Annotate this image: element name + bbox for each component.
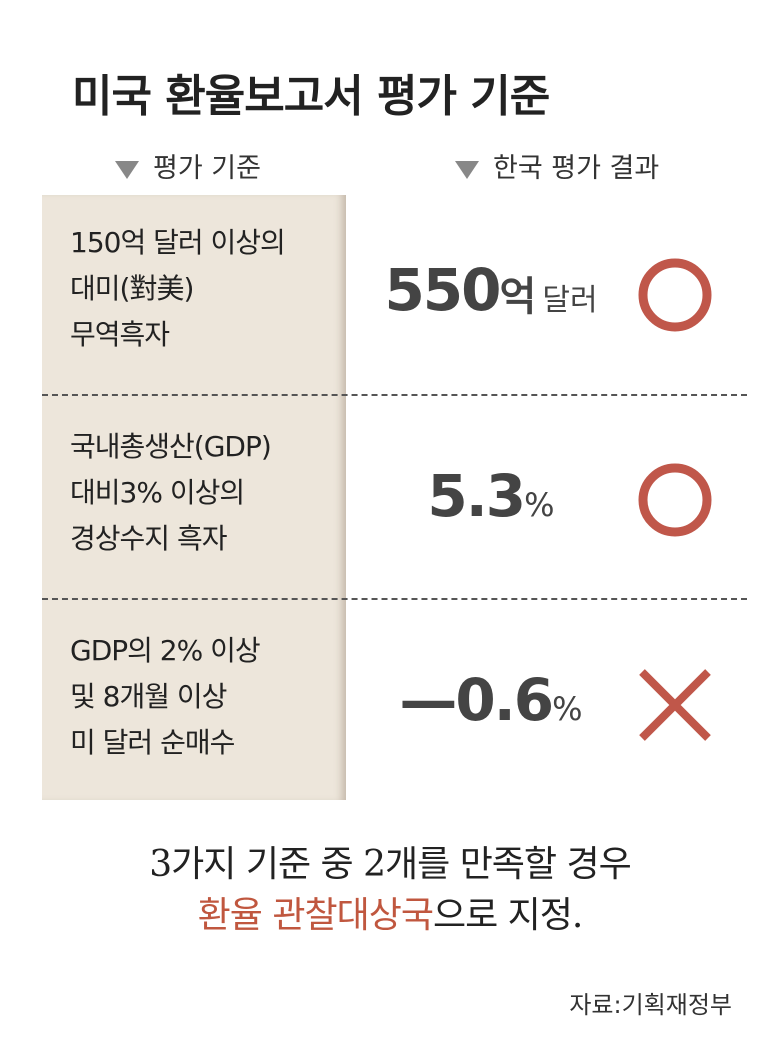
criterion-line: 대미(對美) <box>70 272 194 305</box>
criterion-line: 150억 달러 이상의 <box>70 226 286 259</box>
footer-line: 3가지 기준 중 2개를 만족할 경우 <box>149 844 631 885</box>
criterion-line: 국내총생산(GDP) <box>70 430 272 463</box>
criterion: 국내총생산(GDP) 대비3% 이상의 경상수지 흑자 <box>70 424 272 562</box>
footer-text: 으로 지정. <box>432 895 583 936</box>
result-number: 550 <box>384 256 501 324</box>
result-unit: % <box>552 690 583 728</box>
criterion-line: 경상수지 흑자 <box>70 522 227 555</box>
result: —0.6% <box>346 666 636 734</box>
title: 미국 환율보고서 평가 기준 <box>72 71 550 122</box>
result-unit: 달러 <box>542 283 598 318</box>
result-number: 5.3 <box>427 462 526 530</box>
met-mark <box>638 258 712 332</box>
criterion-line: GDP의 2% 이상 <box>70 634 261 667</box>
divider <box>42 394 747 396</box>
criterion-line: 대비3% 이상의 <box>70 476 245 509</box>
column-header: 한국 평가 결과 <box>455 146 659 185</box>
unmet-mark <box>639 669 711 741</box>
result: 5.3% <box>346 462 636 530</box>
criterion-line: 및 8개월 이상 <box>70 680 227 713</box>
met-mark <box>638 463 712 537</box>
result-suffix: 억 <box>499 274 537 320</box>
header-text: 한국 평가 결과 <box>493 153 660 184</box>
header-text: 평가 기준 <box>153 153 261 184</box>
result-unit: % <box>524 486 555 524</box>
criterion: GDP의 2% 이상 및 8개월 이상 미 달러 순매수 <box>70 628 261 766</box>
criterion-line: 미 달러 순매수 <box>70 726 235 759</box>
footer-line: 환율 관찰대상국으로 지정. <box>0 886 780 938</box>
column-header: 평가 기준 <box>115 146 261 185</box>
criteria-column <box>42 195 346 800</box>
source: 자료:기획재정부 <box>569 991 732 1019</box>
result: 550억 달러 <box>346 256 636 324</box>
criterion-line: 무역흑자 <box>70 318 170 351</box>
footer-highlight: 환율 관찰대상국 <box>197 895 434 936</box>
criterion: 150억 달러 이상의 대미(對美) 무역흑자 <box>70 220 286 358</box>
result-number: —0.6 <box>399 666 554 734</box>
divider <box>42 598 747 600</box>
